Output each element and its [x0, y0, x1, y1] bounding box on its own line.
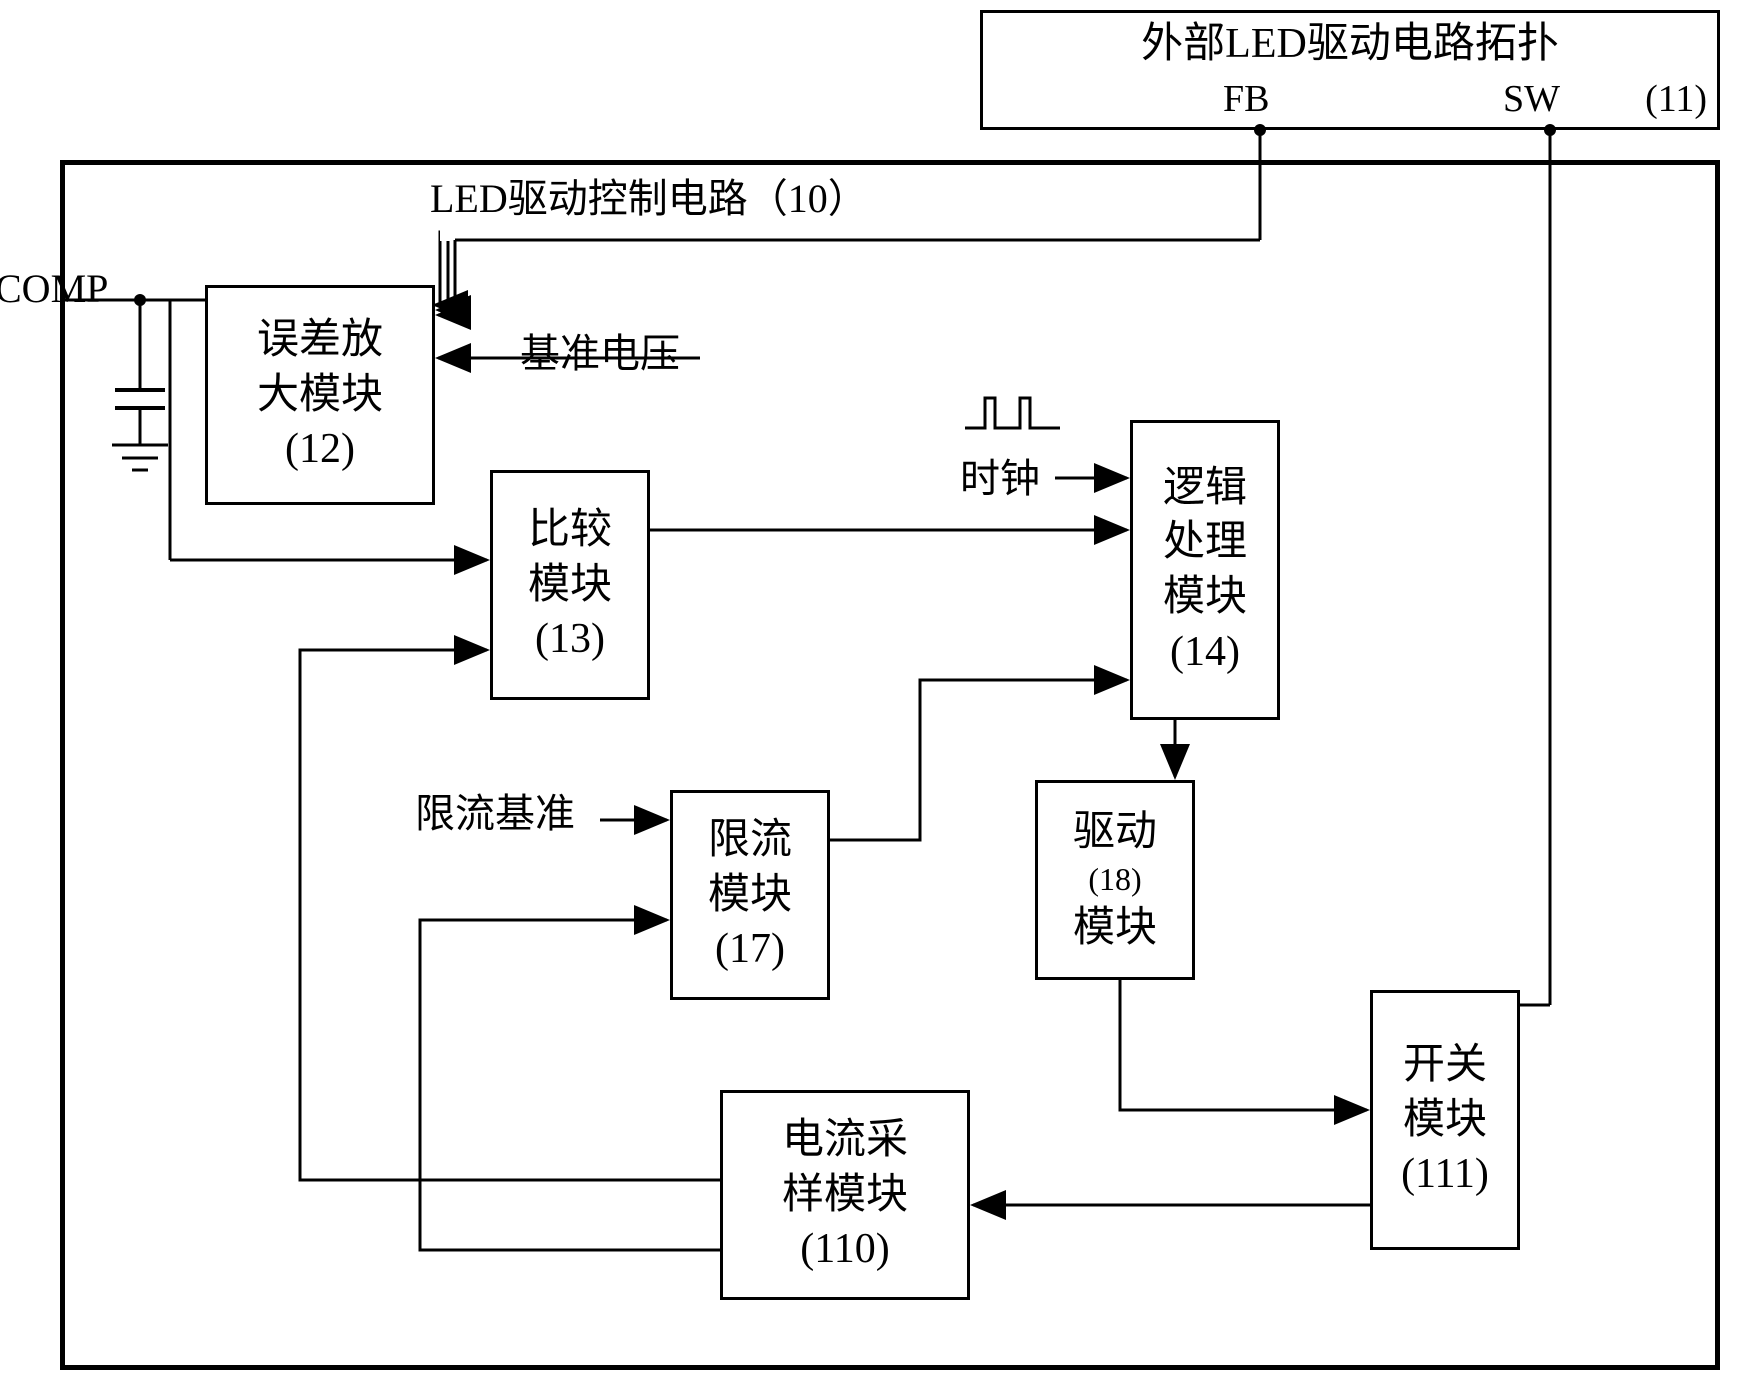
switch-line1: 开关	[1403, 1038, 1487, 1093]
error-amp-block: 误差放 大模块 (12)	[205, 285, 435, 505]
sample-line2: 样模块	[782, 1168, 908, 1223]
compare-ref: (13)	[535, 612, 605, 667]
sample-ref: (110)	[800, 1222, 889, 1277]
limit-line1: 限流	[708, 813, 792, 868]
pin-fb: FB	[1223, 77, 1269, 123]
compare-block: 比较 模块 (13)	[490, 470, 650, 700]
limit-line2: 模块	[708, 868, 792, 923]
external-topology-box: 外部LED驱动电路拓扑 FB SW (11)	[980, 10, 1720, 130]
control-circuit-title: LED驱动控制电路（10）	[430, 175, 868, 223]
compare-line1: 比较	[528, 503, 612, 558]
clock-label: 时钟	[960, 455, 1040, 503]
switch-line2: 模块	[1403, 1093, 1487, 1148]
limit-block: 限流 模块 (17)	[670, 790, 830, 1000]
limit-ref-label: 限流基准	[415, 790, 575, 838]
switch-ref: (111)	[1401, 1147, 1489, 1202]
logic-ref: (14)	[1170, 625, 1240, 680]
logic-line2: 处理	[1163, 515, 1247, 570]
drive-block: 驱动 (18) 模块	[1035, 780, 1195, 980]
limit-ref: (17)	[715, 922, 785, 977]
sample-block: 电流采 样模块 (110)	[720, 1090, 970, 1300]
error-amp-line2: 大模块	[257, 368, 383, 423]
drive-line1: 驱动	[1073, 805, 1157, 860]
ref-voltage-label: 基准电压	[520, 330, 680, 378]
switch-block: 开关 模块 (111)	[1370, 990, 1520, 1250]
comp-label: COMP	[0, 265, 108, 313]
logic-block: 逻辑 处理 模块 (14)	[1130, 420, 1280, 720]
diagram-canvas: { "colors": { "stroke": "#000000", "bg":…	[0, 0, 1743, 1393]
drive-line2: 模块	[1073, 901, 1157, 956]
compare-line2: 模块	[528, 558, 612, 613]
pin-sw: SW	[1503, 77, 1560, 123]
error-amp-ref: (12)	[285, 422, 355, 477]
external-ref: (11)	[1645, 77, 1707, 123]
logic-line3: 模块	[1163, 570, 1247, 625]
external-title: 外部LED驱动电路拓扑	[995, 19, 1705, 69]
sample-line1: 电流采	[782, 1113, 908, 1168]
drive-ref: (18)	[1088, 859, 1141, 901]
logic-line1: 逻辑	[1163, 461, 1247, 516]
error-amp-line1: 误差放	[257, 313, 383, 368]
